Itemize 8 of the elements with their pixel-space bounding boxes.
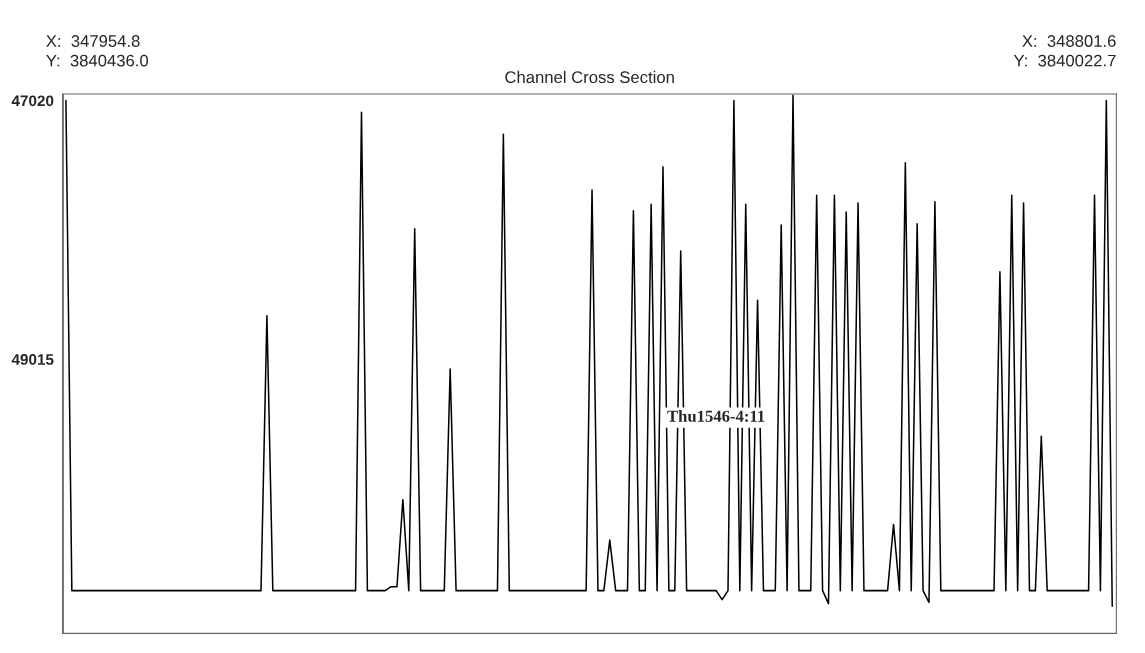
y-tick-label: 49015 [11,354,54,365]
text: X: 347954.8 [46,35,140,47]
y-tick-label: 47020 [11,95,54,107]
text: Y: 3840436.0 [46,54,149,67]
text: Y: 3840022.7 [1013,54,1116,67]
annotation: Thu1546-4:11 [667,410,765,422]
chart-title: Channel Cross Section [505,70,674,84]
text: X: 348801.6 [1022,35,1116,47]
